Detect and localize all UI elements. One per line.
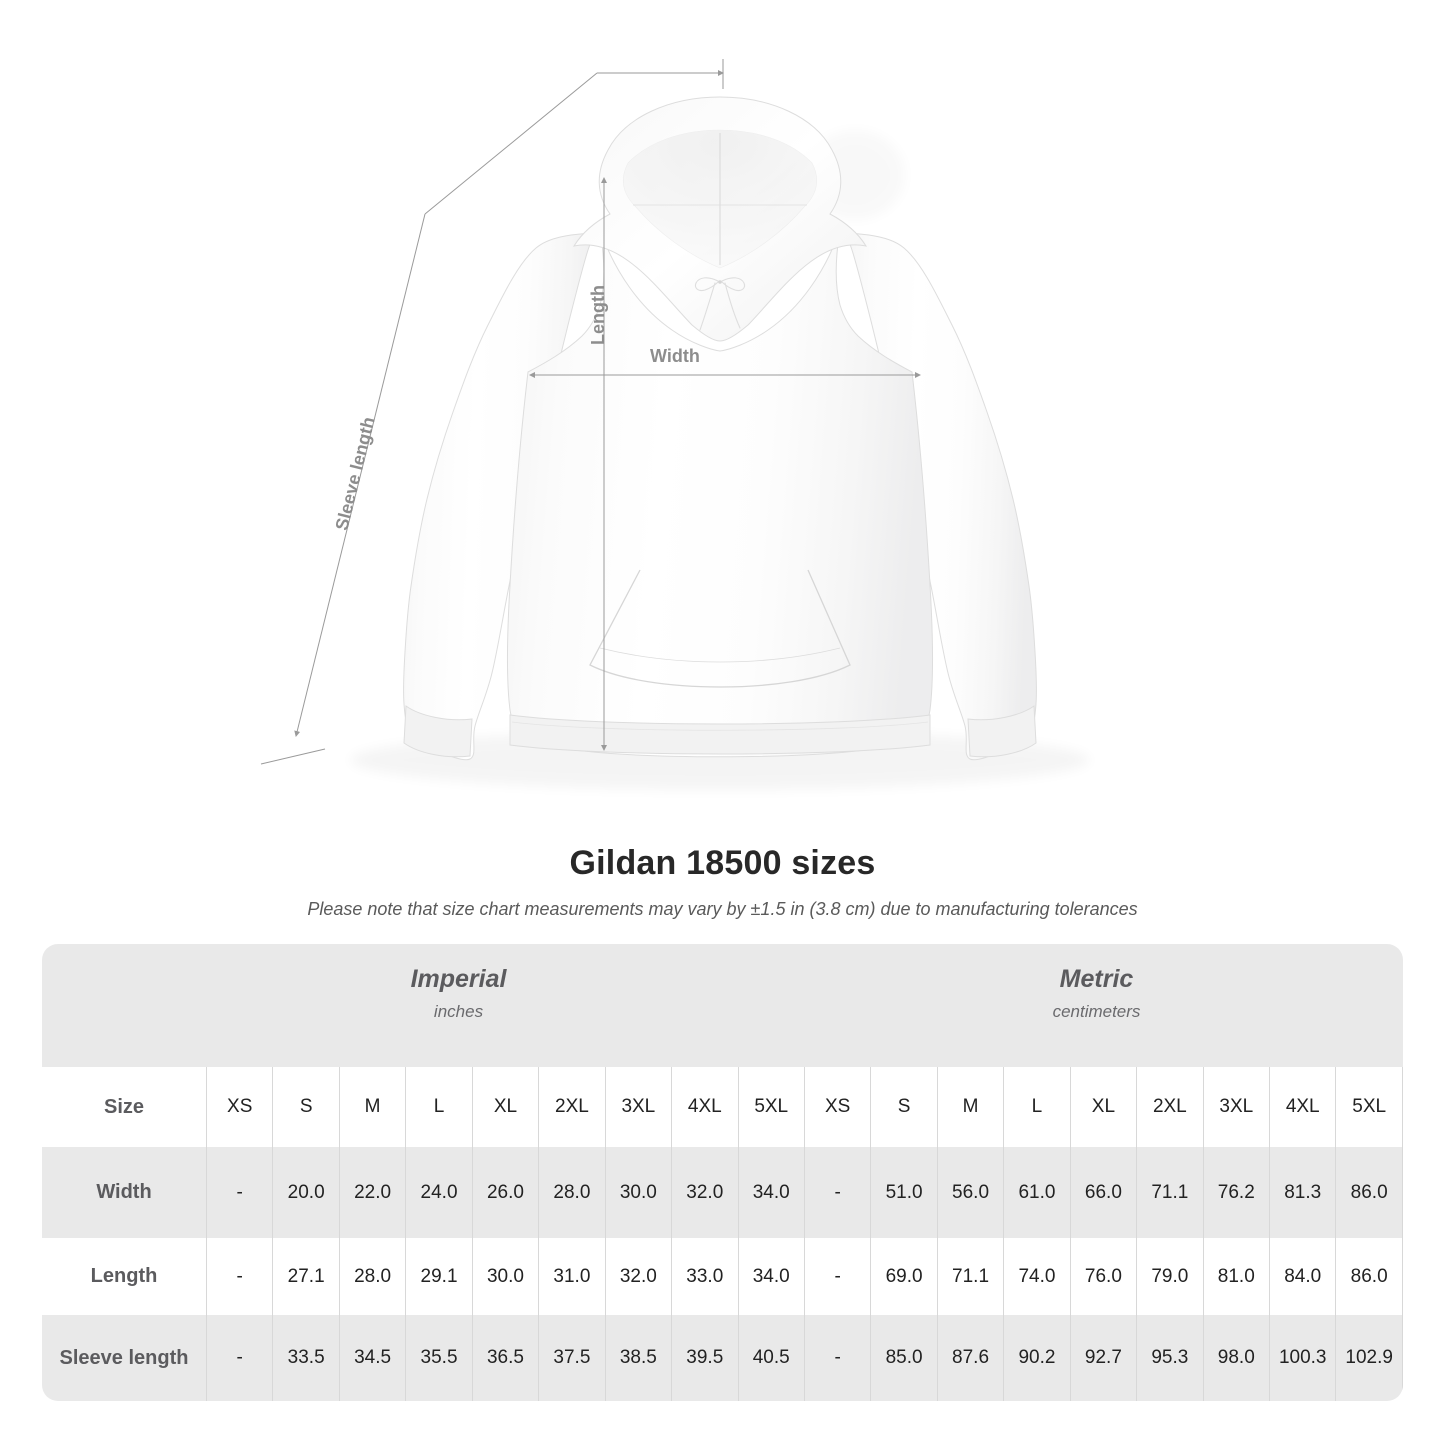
svg-text:Width: Width bbox=[650, 346, 700, 366]
svg-text:Length: Length bbox=[588, 285, 608, 345]
svg-text:Sleeve length: Sleeve length bbox=[332, 415, 379, 532]
